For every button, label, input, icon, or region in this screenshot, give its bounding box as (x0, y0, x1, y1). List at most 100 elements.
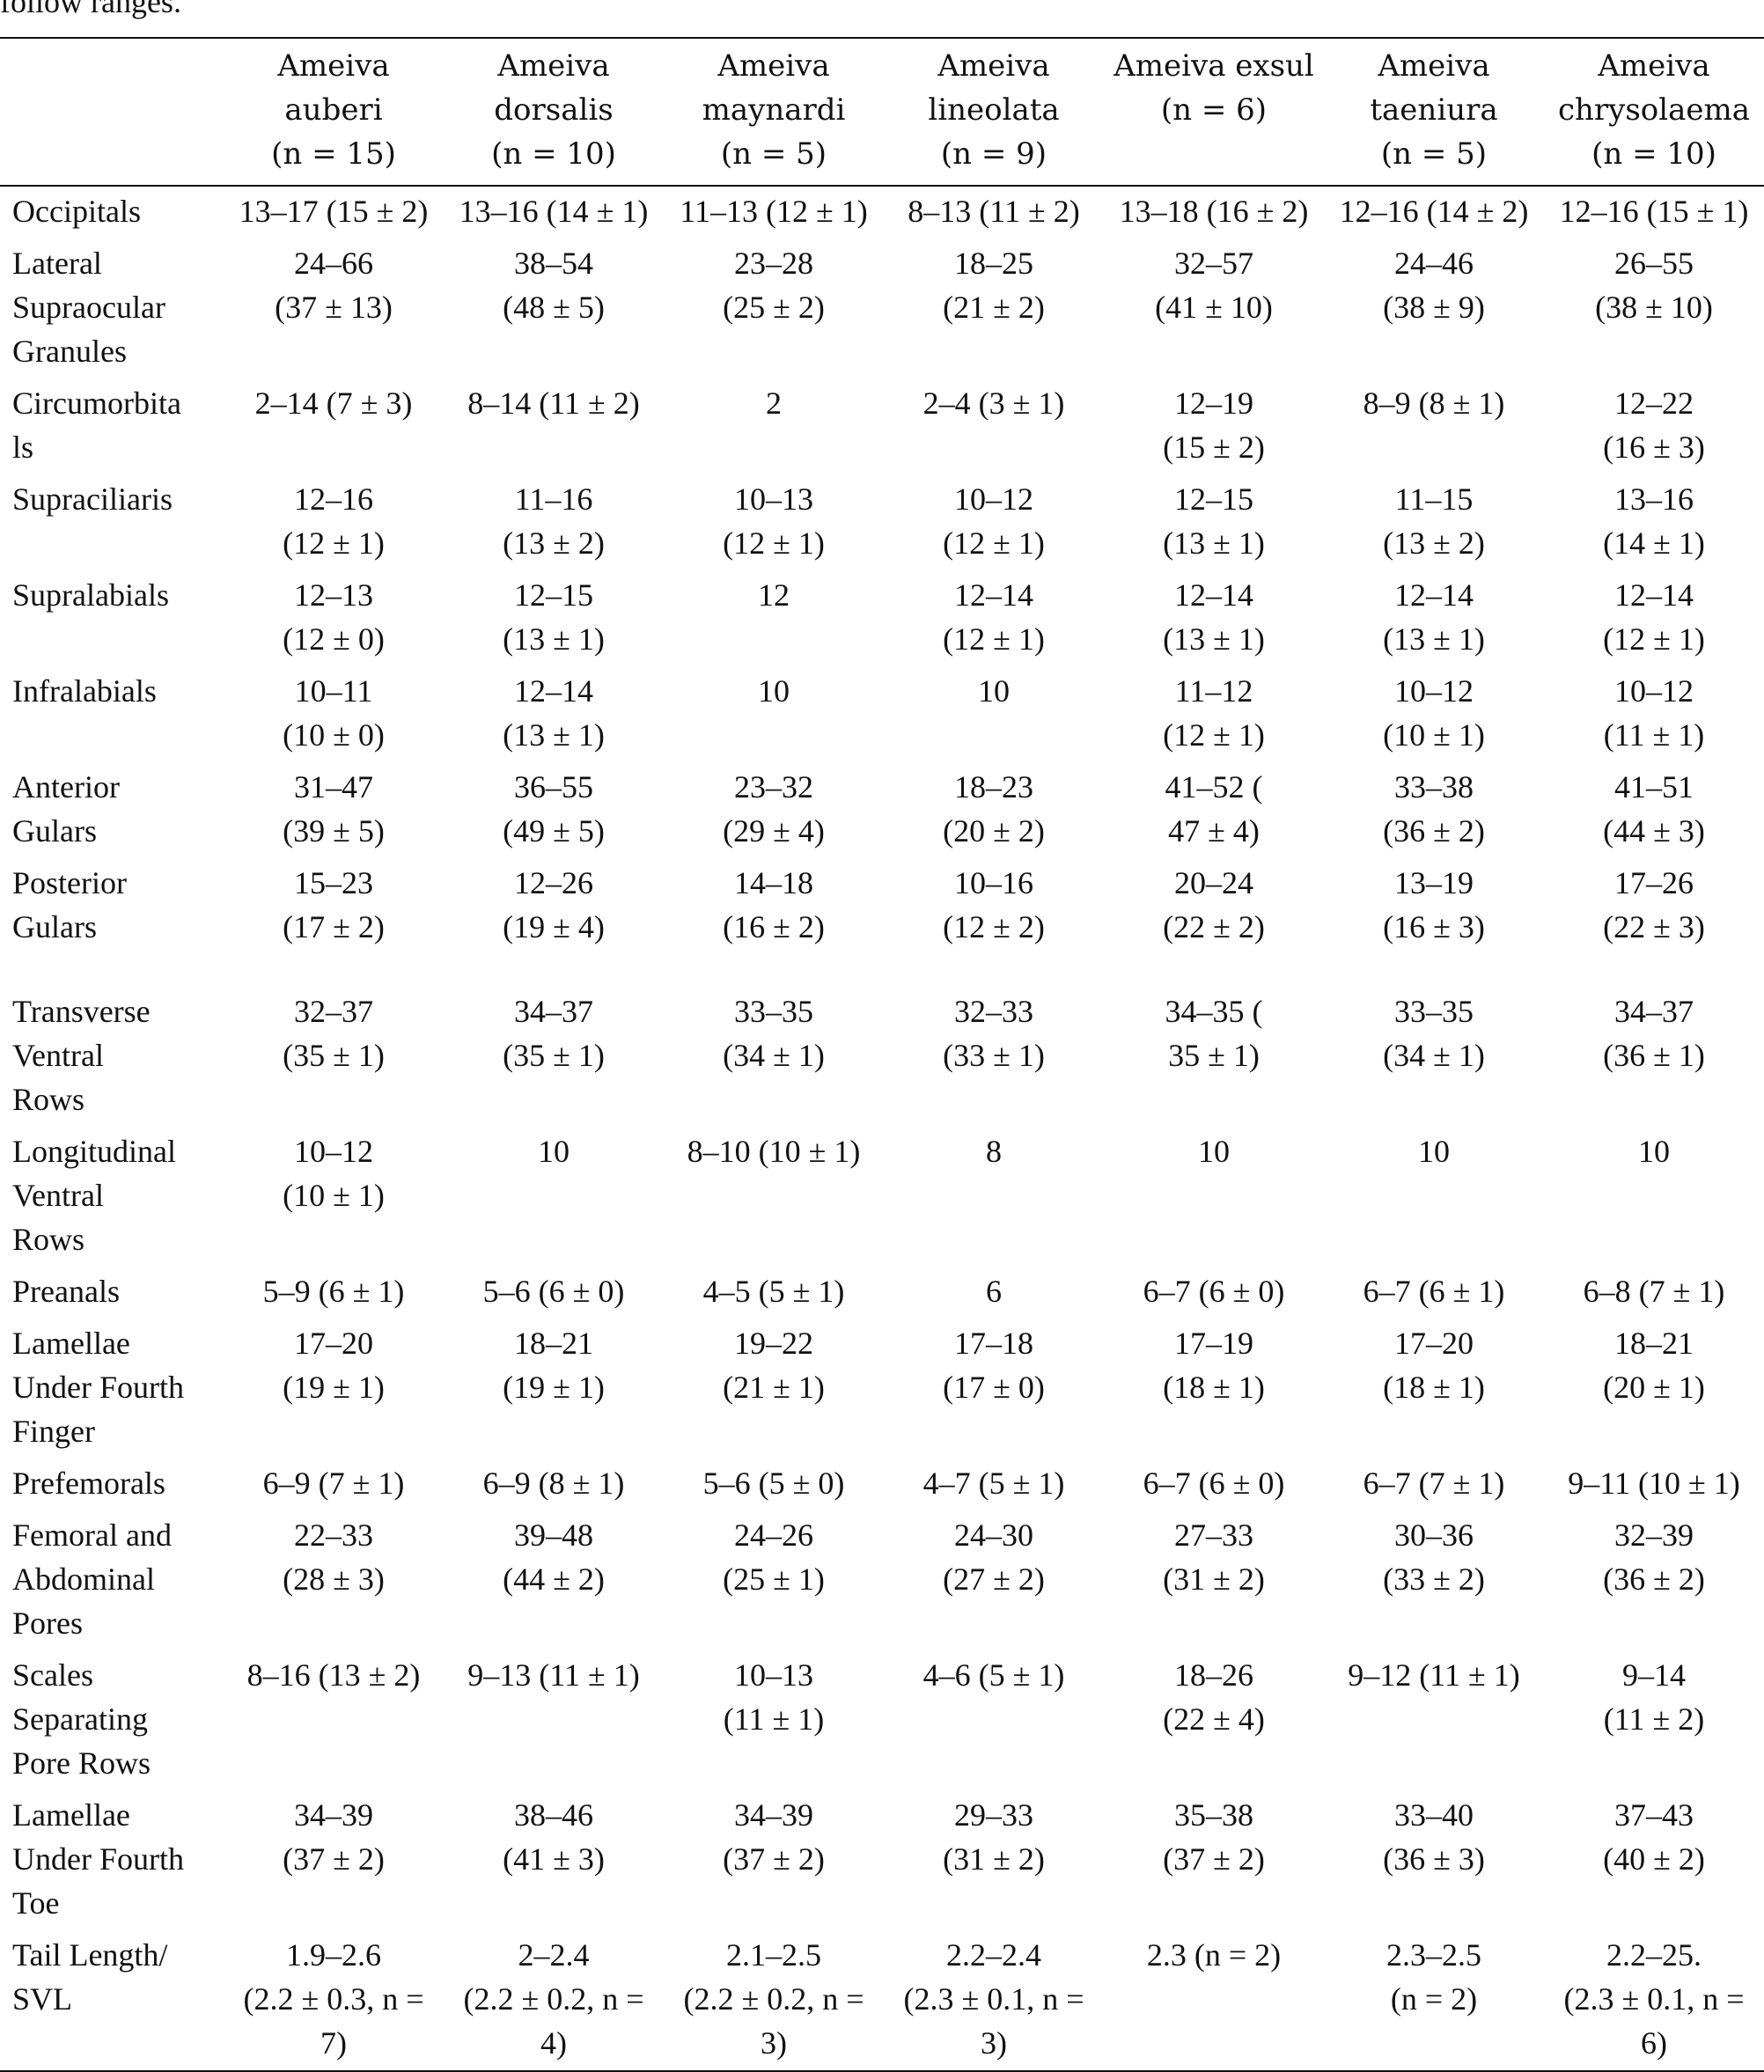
row-label: Infralabials (12, 673, 157, 709)
table-cell: 18–25 (21 ± 2) (943, 246, 1045, 325)
table-cell: 4–5 (5 ± 1) (702, 1274, 845, 1309)
table-cell: 11–13 (12 ± 1) (680, 194, 868, 229)
table-cell: 10 (1418, 1134, 1450, 1169)
table-cell: 9–14 (11 ± 2) (1603, 1657, 1705, 1737)
table-cell: 18–23 (20 ± 2) (943, 769, 1045, 849)
table-header: Ameiva auberi (n = 15) Ameiva dorsalis (n… (0, 38, 1764, 186)
caption-tail: follow ranges. (0, 0, 181, 19)
table-row: Anterior Gulars 31–47 (39 ± 5) 36–55 (49 ±… (0, 762, 1764, 858)
row-label: Lateral Supraocular Granules (12, 246, 165, 369)
table-cell: 9–12 (11 ± 1) (1348, 1657, 1520, 1693)
table-cell: 32–57 (41 ± 10) (1155, 246, 1273, 325)
table-cell: 2 (766, 386, 782, 421)
table-cell: 4–7 (5 ± 1) (922, 1466, 1065, 1501)
table-cell: 10 (1638, 1134, 1670, 1169)
table-row: Longitudinal Ventral Rows 10–12 (10 ± 1) 1… (0, 1127, 1764, 1267)
table-cell: 12–16 (14 ± 2) (1339, 194, 1529, 229)
table-cell: 17–19 (18 ± 1) (1163, 1326, 1265, 1405)
table-cell: 31–47 (39 ± 5) (283, 769, 385, 849)
table-cell: 1.9–2.6 (2.2 ± 0.3, n = 7) (243, 1937, 424, 2061)
table-row: Occipitals 13–17 (15 ± 2) 13–16 (14 ± 1) 11… (0, 186, 1764, 239)
table-cell: 10–13 (11 ± 1) (723, 1657, 825, 1737)
table-cell: 10–16 (12 ± 2) (943, 865, 1045, 944)
table-cell: 41–51 (44 ± 3) (1603, 769, 1705, 849)
table-cell: 33–40 (36 ± 3) (1383, 1797, 1485, 1877)
row-label: Circumorbita ls (12, 386, 181, 465)
table-cell: 13–16 (14 ± 1) (459, 194, 649, 229)
column-header: Ameiva dorsalis (n = 10) (491, 48, 616, 172)
table-cell: 10 (1198, 1134, 1230, 1169)
table-row: Supralabials 12–13 (12 ± 0) 12–15 (13 ± 1)… (0, 570, 1764, 666)
table-cell: 29–33 (31 ± 2) (943, 1797, 1045, 1877)
table-cell: 12–16 (15 ± 1) (1559, 194, 1749, 229)
morphology-table: Ameiva auberi (n = 15) Ameiva dorsalis (n… (0, 37, 1764, 2072)
table-cell: 2.3–2.5 (n = 2) (1386, 1937, 1481, 2017)
table-cell: 13–17 (15 ± 2) (239, 194, 429, 229)
table-cell: 12–15 (13 ± 1) (1163, 481, 1265, 561)
table-cell: 38–46 (41 ± 3) (503, 1797, 605, 1877)
table-cell: 33–38 (36 ± 2) (1383, 769, 1485, 849)
row-label: Supralabials (12, 577, 169, 613)
table-cell: 27–33 (31 ± 2) (1163, 1517, 1265, 1597)
table-cell: 12–22 (16 ± 3) (1603, 386, 1705, 465)
table-cell: 12–19 (15 ± 2) (1163, 386, 1265, 465)
table-cell: 8–13 (11 ± 2) (908, 194, 1080, 229)
table-cell: 6–9 (7 ± 1) (262, 1466, 405, 1501)
table-cell: 2–2.4 (2.2 ± 0.2, n = 4) (463, 1937, 644, 2061)
header-row: Ameiva auberi (n = 15) Ameiva dorsalis (n… (0, 38, 1764, 186)
table-cell: 38–54 (48 ± 5) (503, 246, 605, 325)
table-cell: 10 (538, 1134, 570, 1169)
table-cell: 8–14 (11 ± 2) (467, 386, 640, 421)
table-cell: 34–37 (36 ± 1) (1603, 994, 1705, 1073)
table-cell: 33–35 (34 ± 1) (1383, 994, 1485, 1073)
table-cell: 13–18 (16 ± 2) (1119, 194, 1309, 229)
table-cell: 8 (986, 1134, 1002, 1169)
table-row: Lamellae Under Fourth Toe 34–39 (37 ± 2) 3… (0, 1790, 1764, 1930)
table-cell: 10–12 (10 ± 1) (1383, 673, 1485, 753)
table-cell: 2–4 (3 ± 1) (922, 386, 1065, 421)
table-cell: 18–26 (22 ± 4) (1163, 1657, 1265, 1737)
table-cell: 17–18 (17 ± 0) (943, 1326, 1045, 1405)
table-cell: 12–15 (13 ± 1) (503, 577, 605, 657)
table-cell: 22–33 (28 ± 3) (283, 1517, 385, 1597)
table-cell: 26–55 (38 ± 10) (1595, 246, 1713, 325)
table-cell: 30–36 (33 ± 2) (1383, 1517, 1485, 1597)
table-cell: 11–16 (13 ± 2) (503, 481, 605, 561)
table-cell: 6–9 (8 ± 1) (482, 1466, 625, 1501)
table-body: Occipitals 13–17 (15 ± 2) 13–16 (14 ± 1) 11… (0, 186, 1764, 2071)
table-cell: 34–37 (35 ± 1) (503, 994, 605, 1073)
table-cell: 17–26 (22 ± 3) (1603, 865, 1705, 944)
table-cell: 24–46 (38 ± 9) (1383, 246, 1485, 325)
table-row: Circumorbita ls 2–14 (7 ± 3) 8–14 (11 ± 2)… (0, 378, 1764, 474)
column-header: Ameiva taeniura (n = 5) (1370, 48, 1498, 172)
table-cell: 2.2–2.4 (2.3 ± 0.1, n = 3) (903, 1937, 1084, 2061)
table-cell: 6–7 (6 ± 0) (1143, 1274, 1285, 1309)
table-cell: 32–39 (36 ± 2) (1603, 1517, 1705, 1597)
table-cell: 12 (758, 577, 790, 613)
table-cell: 14–18 (16 ± 2) (723, 865, 825, 944)
row-label: Preanals (12, 1274, 120, 1309)
table-cell: 32–33 (33 ± 1) (943, 994, 1045, 1073)
table-cell: 2.1–2.5 (2.2 ± 0.2, n = 3) (683, 1937, 864, 2061)
row-label: Tail Length/ SVL (12, 1937, 168, 2017)
table-cell: 15–23 (17 ± 2) (283, 865, 385, 944)
table-cell: 17–20 (19 ± 1) (283, 1326, 385, 1405)
table-cell: 13–16 (14 ± 1) (1603, 481, 1705, 561)
table-cell: 34–39 (37 ± 2) (283, 1797, 385, 1877)
table-cell: 12–14 (13 ± 1) (503, 673, 605, 753)
table-cell: 35–38 (37 ± 2) (1163, 1797, 1265, 1877)
table-cell: 12–13 (12 ± 0) (283, 577, 385, 657)
table-cell: 20–24 (22 ± 2) (1163, 865, 1265, 944)
table-cell: 6–8 (7 ± 1) (1583, 1274, 1725, 1309)
table-cell: 6–7 (6 ± 0) (1143, 1466, 1285, 1501)
table-row: Scales Separating Pore Rows 8–16 (13 ± 2)… (0, 1650, 1764, 1790)
table-cell: 23–32 (29 ± 4) (723, 769, 825, 849)
table-cell: 24–66 (37 ± 13) (275, 246, 393, 325)
table-cell: 2.3 (n = 2) (1146, 1937, 1282, 1973)
table-row: Preanals 5–9 (6 ± 1) 5–6 (6 ± 0) 4–5 (5 ± 1… (0, 1267, 1764, 1319)
row-label: Lamellae Under Fourth Finger (12, 1326, 184, 1449)
table-cell: 17–20 (18 ± 1) (1383, 1326, 1485, 1405)
table-cell: 36–55 (49 ± 5) (503, 769, 605, 849)
table-cell: 24–26 (25 ± 1) (723, 1517, 825, 1597)
table-row: Prefemorals 6–9 (7 ± 1) 6–9 (8 ± 1) 5–6 (5 … (0, 1458, 1764, 1510)
